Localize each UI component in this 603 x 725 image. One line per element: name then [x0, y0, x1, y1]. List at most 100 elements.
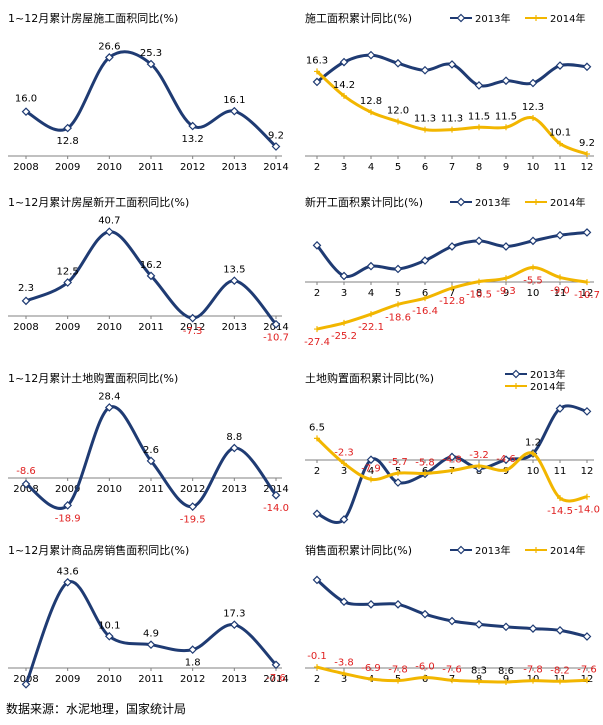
- chart-panel-4: 新开工面积累计同比(%) 2 3 4 5 6 7 8 9 10 11 12 2013年 2014年 -27.…: [304, 195, 600, 348]
- x-tick-label: 2012: [180, 674, 205, 685]
- x-tick-label: 10: [527, 162, 540, 173]
- data-point: [188, 121, 198, 131]
- data-point: [393, 478, 403, 487]
- data-point: [557, 274, 563, 281]
- data-point: [21, 679, 31, 689]
- x-tick-label: 2008: [13, 322, 38, 333]
- x-tick-label: 5: [395, 288, 401, 299]
- data-point: [146, 59, 156, 69]
- data-point: [63, 577, 73, 587]
- data-point: [422, 126, 428, 133]
- data-label: 16.1: [223, 95, 245, 106]
- data-label: -4.6: [496, 454, 516, 465]
- chart-panel-5: 1~12月累计土地购置面积同比(%) 2008 2009 2010 2011 2012 20…: [8, 371, 289, 526]
- data-point: [530, 114, 536, 121]
- data-point: [229, 620, 239, 630]
- data-label: 9.2: [268, 130, 284, 141]
- data-point: [312, 241, 322, 250]
- data-label: -14.5: [547, 506, 573, 517]
- data-label: -2.3: [334, 447, 354, 458]
- data-point: [422, 674, 428, 681]
- legend-marker: [533, 15, 539, 21]
- data-point: [447, 242, 457, 251]
- data-point: [503, 466, 509, 473]
- data-point: [188, 645, 198, 655]
- data-label: 14.2: [333, 80, 355, 91]
- data-point: [555, 61, 565, 70]
- legend-label-2014: 2014年: [550, 196, 585, 209]
- data-point: [501, 455, 511, 465]
- x-tick-label: 2009: [55, 322, 80, 333]
- x-tick-label: 2010: [97, 162, 122, 173]
- data-point: [422, 470, 428, 477]
- x-tick-label: 9: [503, 288, 509, 299]
- data-label: 4.9: [143, 629, 159, 640]
- data-label: -8.2: [550, 665, 570, 676]
- x-tick-label: 11: [554, 162, 567, 173]
- data-point: [584, 279, 590, 286]
- data-point: [366, 50, 376, 60]
- data-point: [501, 242, 511, 251]
- x-tick-label: 4: [368, 162, 374, 173]
- data-label: -12.8: [439, 296, 465, 307]
- data-point: [530, 677, 536, 684]
- x-tick-label: 3: [341, 288, 347, 299]
- data-point: [368, 311, 374, 318]
- data-label: -7.8: [523, 665, 543, 676]
- x-tick-label: 2013: [222, 674, 247, 685]
- x-tick-label: 2014: [263, 674, 288, 685]
- x-tick-label: 2013: [222, 484, 247, 495]
- x-tick-label: 2011: [138, 674, 163, 685]
- data-point: [474, 236, 484, 246]
- data-point: [395, 118, 401, 125]
- data-point: [229, 443, 239, 453]
- x-tick-label: 2012: [180, 162, 205, 173]
- data-label: 9.2: [579, 138, 595, 149]
- x-tick-label: 8: [476, 162, 482, 173]
- data-point: [312, 509, 322, 519]
- chart-panel-7: 1~12月累计商品房销售面积同比(%) 2008 2009 2010 2011 2012 2…: [8, 543, 289, 689]
- data-label: -7.9: [361, 463, 381, 474]
- data-point: [584, 151, 590, 158]
- x-tick-label: 2012: [180, 322, 205, 333]
- data-point: [104, 631, 114, 641]
- x-tick-label: 2011: [138, 322, 163, 333]
- data-point: [146, 271, 156, 281]
- data-point: [420, 65, 430, 75]
- data-label: 16.2: [140, 260, 162, 271]
- x-tick-label: 2: [314, 162, 320, 173]
- x-tick-label: 3: [341, 162, 347, 173]
- data-point: [314, 68, 320, 75]
- data-point: [474, 620, 484, 629]
- x-tick-label: 2013: [222, 322, 247, 333]
- data-point: [339, 515, 349, 524]
- legend-label-2013: 2013年: [475, 12, 510, 25]
- data-label: -9.3: [496, 286, 516, 297]
- data-source-note: 数据来源：水泥地理，国家统计局: [6, 702, 187, 716]
- data-label: 8.3: [471, 665, 487, 676]
- chart-canvas: 1~12月累计房屋施工面积同比(%) 2008 2009 2010 2011 2012 20…: [8, 12, 600, 689]
- data-label: 16.3: [306, 55, 328, 66]
- data-label: 28.4: [98, 391, 120, 402]
- data-point: [341, 319, 347, 326]
- data-point: [368, 476, 374, 483]
- data-point: [582, 407, 592, 416]
- data-point: [146, 456, 156, 466]
- data-point: [271, 319, 281, 329]
- x-tick-label: 2011: [138, 162, 163, 173]
- data-point: [503, 275, 509, 282]
- data-label: 26.6: [98, 41, 120, 52]
- data-point: [271, 660, 281, 670]
- data-label: -19.5: [180, 515, 206, 526]
- data-label: 12.8: [57, 136, 79, 147]
- data-point: [393, 58, 403, 68]
- data-point: [557, 495, 563, 502]
- data-label: 43.6: [57, 566, 79, 577]
- data-point: [314, 326, 320, 333]
- data-point: [503, 679, 509, 686]
- data-point: [476, 278, 482, 285]
- data-point: [229, 276, 239, 286]
- data-point: [449, 126, 455, 133]
- data-label: 11.3: [414, 114, 436, 125]
- x-tick-label: 2009: [55, 484, 80, 495]
